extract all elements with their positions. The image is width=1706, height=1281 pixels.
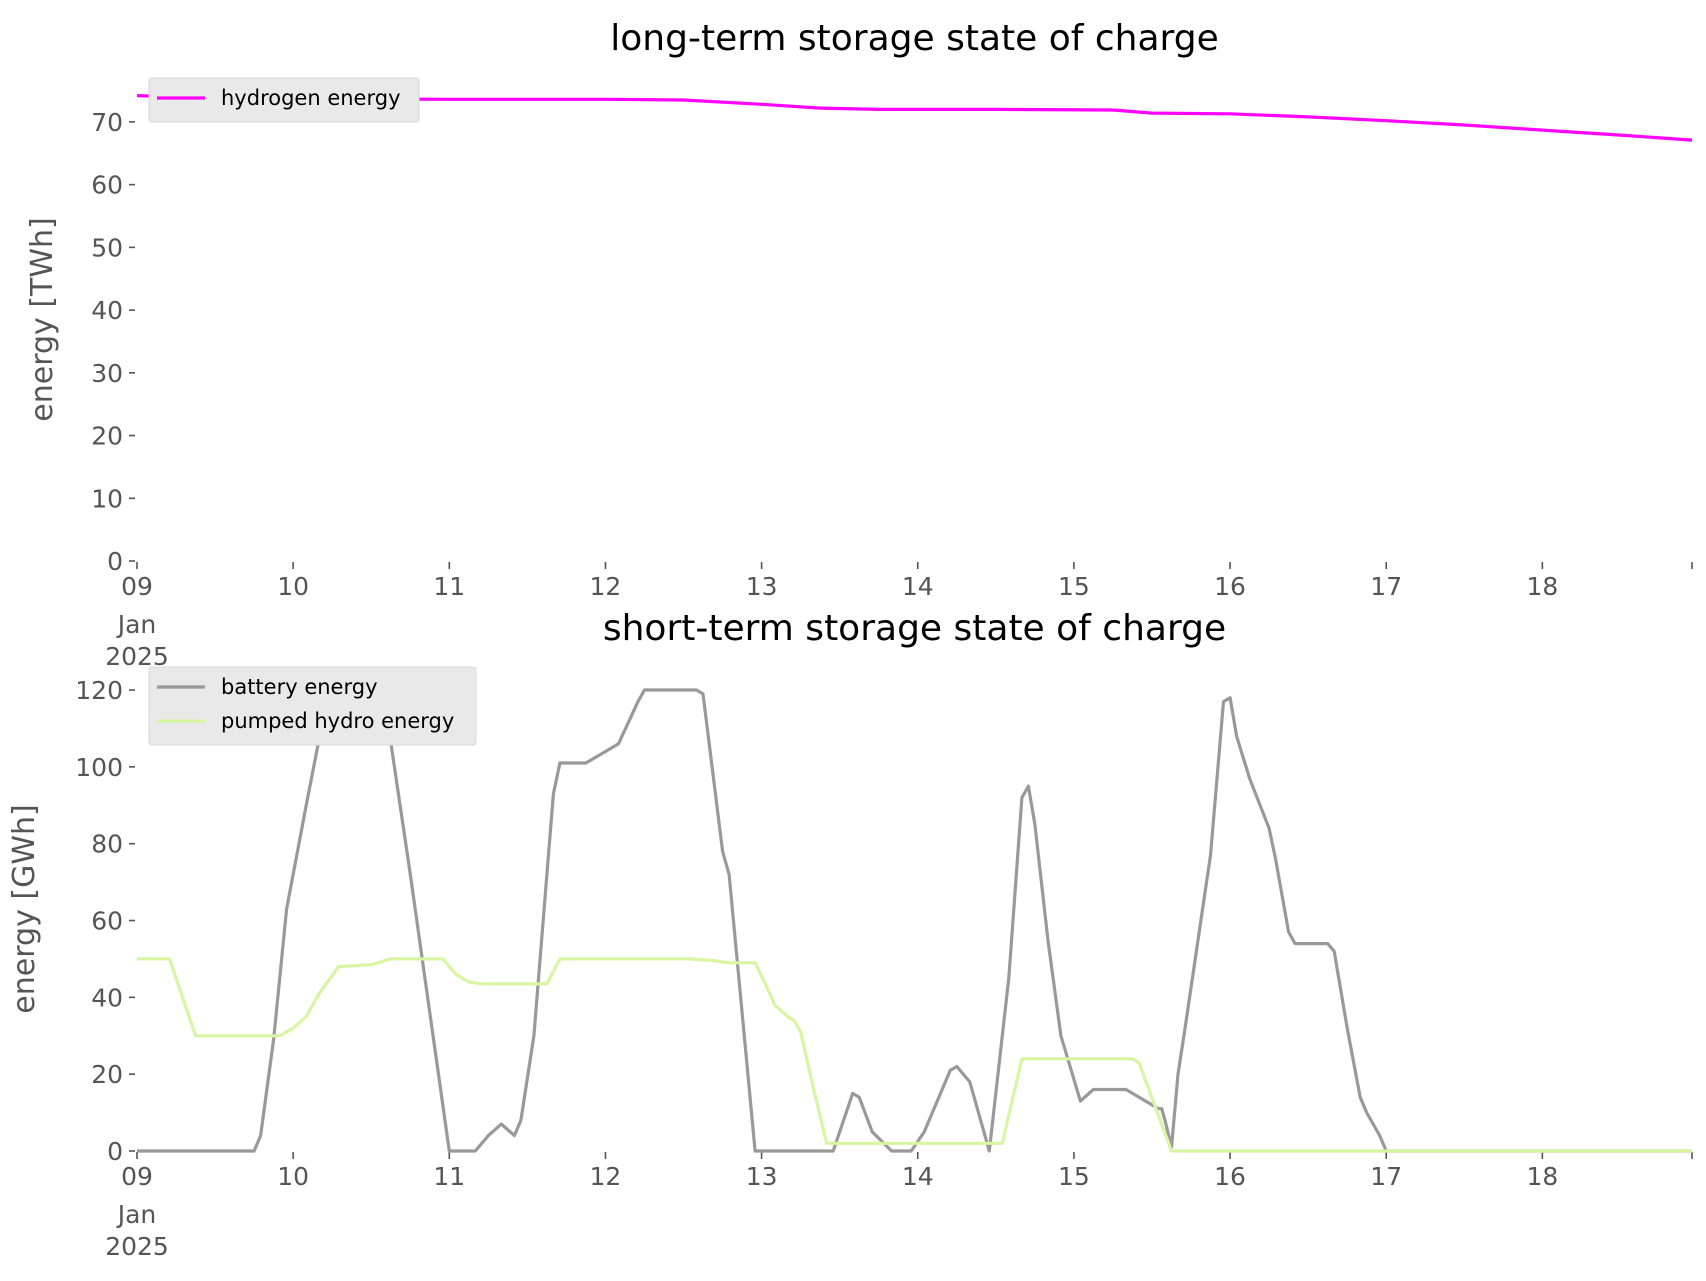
x-tick-label: 12 [590,572,622,601]
y-tick-label: 30 [91,359,123,388]
x-tick-label: 18 [1526,572,1558,601]
legend: hydrogen energy [148,77,420,123]
chart-title: short-term storage state of charge [603,608,1226,649]
y-tick-label: 0 [107,547,123,576]
legend-box [148,77,420,123]
x-tick-sublabel: 2025 [105,642,169,671]
x-tick-label: 15 [1058,1162,1090,1191]
x-tick-label: 16 [1214,572,1246,601]
legend-label: battery energy [221,675,378,699]
y-tick-label: 20 [91,422,123,451]
y-tick-label: 70 [91,108,123,137]
panel-long-term: long-term storage state of charge energy … [25,18,1693,671]
x-tick-label: 10 [277,572,309,601]
x-tick-sublabel: 2025 [105,1232,169,1261]
panel-short-term: short-term storage state of charge energy… [7,608,1693,1261]
y-tick-label: 120 [75,676,123,705]
y-tick-label: 50 [91,233,123,262]
legend-label: pumped hydro energy [221,709,454,733]
legend-label: hydrogen energy [221,86,401,110]
y-tick-label: 80 [91,830,123,859]
x-tick-label: 14 [902,572,934,601]
chart-title: long-term storage state of charge [610,18,1218,59]
x-tick-label: 11 [433,1162,465,1191]
x-tick-label: 16 [1214,1162,1246,1191]
x-tick-label: 09 [121,1162,153,1191]
x-tick-label: 17 [1370,1162,1402,1191]
x-tick-label: 13 [746,572,778,601]
x-tick-label: 15 [1058,572,1090,601]
y-tick-label: 60 [91,171,123,200]
x-tick-sublabel: Jan [116,610,157,639]
y-tick-label: 10 [91,484,123,513]
x-tick-label: 11 [433,572,465,601]
x-tick-label: 13 [746,1162,778,1191]
y-axis-label: energy [GWh] [7,804,42,1013]
y-tick-label: 0 [107,1137,123,1166]
y-tick-label: 100 [75,753,123,782]
y-tick-label: 40 [91,296,123,325]
x-tick-label: 14 [902,1162,934,1191]
x-tick-label: 09 [121,572,153,601]
x-tick-sublabel: Jan [116,1200,157,1229]
x-tick-label: 10 [277,1162,309,1191]
x-tick-label: 18 [1526,1162,1558,1191]
legend-box [148,666,477,746]
y-tick-label: 20 [91,1060,123,1089]
y-tick-label: 60 [91,907,123,936]
series-line-hydrogen-energy [136,94,1693,142]
legend: battery energy pumped hydro energy [148,666,477,746]
y-axis-label: energy [TWh] [25,217,60,421]
x-tick-label: 12 [590,1162,622,1191]
series-line-battery-energy [137,688,1692,1153]
x-tick-label: 17 [1370,572,1402,601]
series-line-pumped-hydro-energy [137,957,1692,1153]
y-tick-label: 40 [91,983,123,1012]
